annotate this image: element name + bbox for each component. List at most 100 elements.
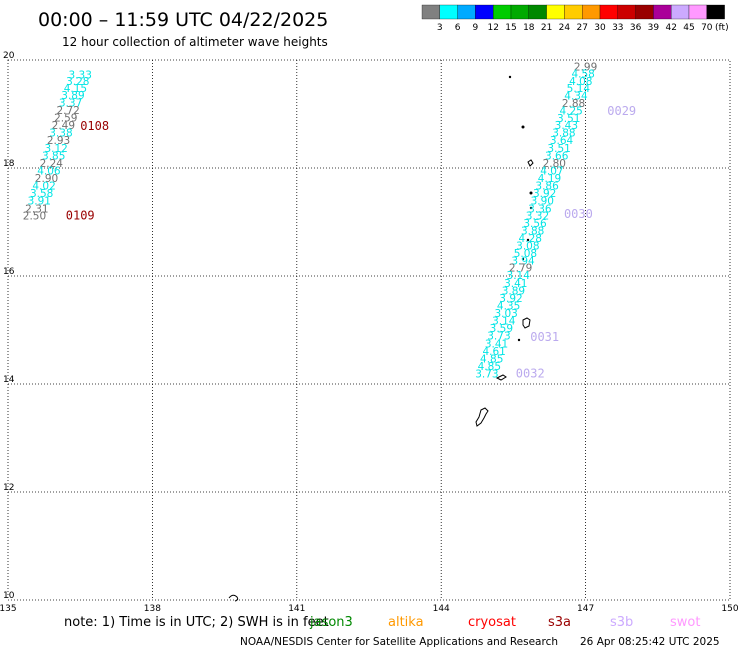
color-scale-label: 42 [665,23,676,33]
color-swatch [653,4,672,20]
swh-value: 3.28 [66,76,89,88]
color-swatch [546,4,565,20]
swh-value: 3.38 [49,128,72,140]
swh-value: 3.73 [487,331,510,343]
islet-dot [517,338,521,342]
swh-value: 3.56 [523,218,547,230]
color-swatch [421,4,440,20]
pass-id: 0109 [66,208,95,222]
y-tick-label: 12 [3,483,14,493]
swh-value-labels: 3.333.284.153.893.372.722.592.493.382.93… [23,61,598,380]
swh-value: 3.94 [511,256,535,268]
swh-value: 3.37 [59,97,82,109]
color-scale-label: 18 [523,23,535,33]
swh-value: 3.14 [492,316,516,328]
pass-id: 0031 [530,330,559,344]
color-swatch [635,4,654,20]
island-shape [228,594,239,602]
islet-dot [526,238,530,242]
island-shape [475,407,489,427]
color-swatch [457,4,476,20]
swh-value: 2.80 [543,158,566,170]
x-tick-label: 141 [288,604,305,614]
x-tick-label: 135 [0,604,17,614]
color-scale-label: 12 [487,23,498,33]
swh-value: 3.51 [547,143,570,155]
satellite-legend: jason3 altika cryosat s3a s3b swot [309,615,700,630]
color-scale-label: 3 [437,23,443,33]
satellite-name: altika [388,615,424,630]
swh-value: 3.89 [61,90,84,102]
x-tick-label: 144 [433,604,450,614]
chart-title: 00:00 – 11:59 UTC 04/22/2025 [38,9,328,31]
swh-value: 3.14 [507,270,531,282]
color-swatch [510,4,529,20]
color-scale-label: 15 [505,23,516,33]
color-swatch [599,4,618,20]
color-scale-label: 70 [701,23,713,33]
x-tick-label: 150 [721,604,738,614]
swh-value: 3.90 [531,196,554,208]
color-swatch [688,4,707,20]
pass-id: 0108 [80,119,109,133]
pass-id: 0030 [564,207,593,221]
y-tick-label: 20 [3,51,15,61]
swh-value: 3.33 [69,69,92,81]
swh-value: 2.31 [25,203,48,215]
y-tick-label: 18 [3,159,15,169]
island-shape [527,159,534,167]
swh-value: 3.92 [499,293,522,305]
chart-subtitle: 12 hour collection of altimeter wave hei… [62,35,328,49]
swh-value: 4.85 [480,353,503,365]
pass-id-labels: 0108 0109 0029 0030 0031 0032 [66,104,636,380]
color-swatch [564,4,583,20]
island-shape [522,317,531,329]
swh-value: 3.03 [494,308,517,320]
x-tick-label: 138 [144,604,161,614]
lat-lon-grid [7,59,731,601]
swh-value: 3.08 [516,241,539,253]
island-coastlines [228,75,534,602]
islet-dot [529,191,533,195]
color-scale-label: 45 [683,23,694,33]
swh-value: 4.02 [32,181,55,193]
color-scale-label: 27 [576,23,587,33]
swh-value: 3.73 [475,369,498,381]
island-shape [495,374,507,381]
plot-frame [7,59,731,601]
swh-value: 4.85 [478,361,501,373]
color-scale-label: 24 [559,23,571,33]
color-swatch [617,4,636,20]
color-scale-unit: (ft) [715,23,729,33]
swh-value: 3.66 [545,150,569,162]
swh-value: 3.58 [30,188,53,200]
satellite-name: s3b [610,615,633,630]
islet-dot [521,125,525,129]
pass-id: 0029 [607,104,636,118]
satellite-name: s3a [548,615,571,630]
color-scale-label: 9 [473,23,479,33]
swh-value: 4.06 [37,165,61,177]
footer-note: note: 1) Time is in UTC; 2) SWH is in fe… [64,615,329,630]
color-scale-label: 33 [612,23,623,33]
footer-credit: NOAA/NESDIS Center for Satellite Applica… [240,636,558,648]
color-scale-label: 6 [455,23,461,33]
swh-value: 4.34 [564,90,588,102]
swh-value: 3.12 [44,143,67,155]
swh-value: 2.24 [40,158,64,170]
color-scale-label: 30 [594,23,606,33]
axis-tick-labels: 135 138 141 144 147 150 10 12 14 16 18 20 [0,51,739,614]
swh-value: 2.59 [54,113,77,125]
swh-value: 4.07 [540,165,563,177]
color-scale-label: 21 [541,23,552,33]
swh-value: 3.51 [557,113,580,125]
color-scale-label: 39 [648,23,660,33]
color-swatch [528,4,547,20]
swh-value: 3.89 [502,285,525,297]
swh-value: 2.99 [574,61,597,73]
swh-value: 3.59 [490,323,513,335]
y-tick-label: 14 [3,375,15,385]
islet-dot [521,257,525,261]
swh-value: 4.25 [559,106,582,118]
